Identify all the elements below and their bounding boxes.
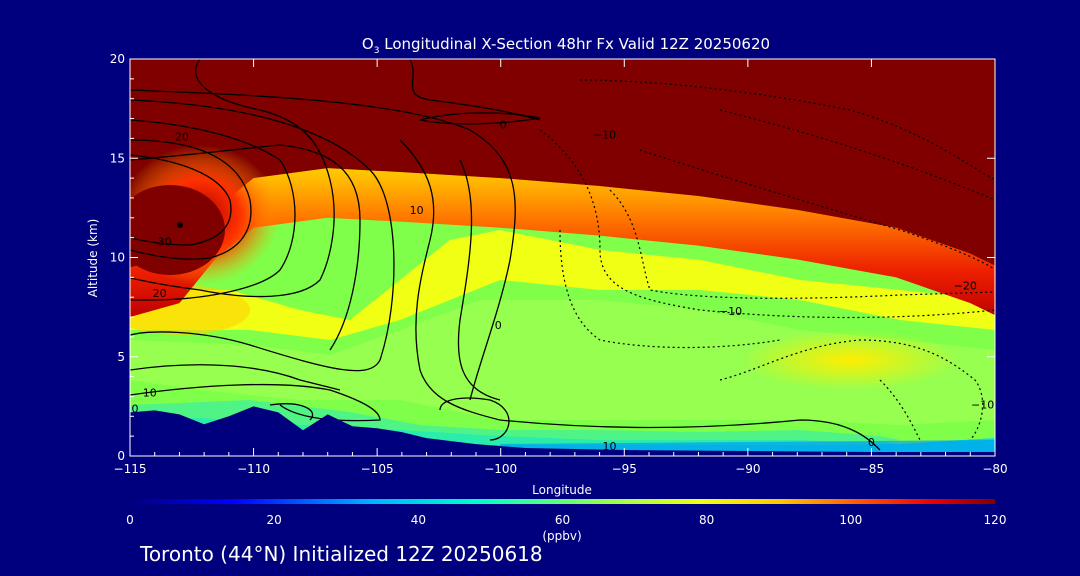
contour-line	[879, 379, 921, 441]
terrain	[130, 406, 995, 456]
y-tick-label: 15	[110, 151, 125, 165]
contour-label: 20	[153, 287, 167, 300]
contour-line	[130, 119, 296, 301]
contour-line	[639, 149, 995, 271]
contour-label: −20	[954, 279, 977, 292]
colorbar-tick-label: 0	[126, 513, 134, 527]
tropopause-band	[130, 162, 995, 318]
fold-core	[130, 185, 225, 275]
contour-line	[130, 154, 232, 246]
contour-label: −10	[719, 305, 742, 318]
colorbar-ticks: 0 20 40 60 80 100 120	[126, 513, 1006, 527]
colorbar-unit: (ppbv)	[542, 529, 581, 543]
yellow-blob-east	[740, 330, 960, 390]
x-tick-label: −105	[361, 462, 394, 476]
colorbar-tick-label: 20	[267, 513, 282, 527]
x-tick-label: −115	[114, 462, 147, 476]
x-tick-label: −80	[982, 462, 1007, 476]
colorbar	[130, 499, 995, 504]
x-tick-label: −85	[859, 462, 884, 476]
chart-title-subscript: 3	[374, 46, 380, 56]
footer-caption: Toronto (44°N) Initialized 12Z 20250618	[139, 542, 543, 566]
contour-label: 30	[158, 236, 172, 249]
x-tick-label: −95	[612, 462, 637, 476]
dashed-contours	[539, 79, 995, 441]
colorbar-tick-label: 120	[984, 513, 1007, 527]
contour-line	[579, 79, 995, 181]
contour-label: 0	[868, 436, 875, 449]
plot-area: 20 30 20 10 0 10 0 −10 0 −10 −20 −10 10 0	[130, 59, 995, 456]
contour-line	[559, 229, 781, 349]
chart-title-prefix: O	[362, 35, 374, 53]
contour-line	[269, 403, 314, 421]
contour-line	[439, 397, 510, 441]
light-green-layer	[130, 300, 995, 425]
contour-label: 20	[175, 130, 189, 143]
colorbar-tick-label: 40	[411, 513, 426, 527]
y-tick-label: 5	[117, 350, 125, 364]
contour-line	[130, 99, 395, 372]
contour-line	[130, 144, 361, 351]
chart-title: O3 Longitudinal X-Section 48hr Fx Valid …	[362, 35, 770, 56]
y-axis: 0 5 10 15 20	[110, 52, 995, 463]
contour-label: 10	[410, 204, 424, 217]
colorbar-tick-label: 60	[555, 513, 570, 527]
colorbar-tick-label: 80	[699, 513, 714, 527]
y-tick-label: 10	[110, 251, 125, 265]
contour-line	[609, 189, 995, 299]
x-tick-label: −100	[484, 462, 517, 476]
contour-line	[457, 159, 501, 401]
contour-line	[409, 59, 541, 121]
y-tick-label: 0	[117, 449, 125, 463]
fold-marker	[177, 222, 183, 228]
colorbar-tick-label: 100	[839, 513, 862, 527]
chart-title-rest: Longitudinal X-Section 48hr Fx Valid 12Z…	[379, 35, 770, 53]
yellow-layer	[130, 230, 995, 340]
contour-line	[399, 139, 881, 451]
contour-label: 0	[500, 118, 507, 131]
x-axis: −115 −110 −105 −100 −95 −90 −85 −80	[114, 59, 1008, 476]
contour-line	[130, 139, 252, 260]
y-axis-label: Altitude (km)	[86, 219, 100, 298]
contour-label: 10	[143, 386, 157, 399]
contour-line	[130, 89, 516, 401]
contour-label: 10	[602, 440, 616, 453]
contour-line	[130, 59, 335, 298]
x-tick-label: −110	[237, 462, 270, 476]
contour-line	[130, 364, 341, 391]
contour-label: −10	[593, 128, 616, 141]
solid-contours	[130, 59, 881, 451]
x-axis-label: Longitude	[532, 483, 592, 497]
y-tick-label: 20	[110, 52, 125, 66]
contour-line	[539, 129, 995, 319]
contour-label: −10	[971, 398, 994, 411]
x-tick-label: −90	[735, 462, 760, 476]
contour-label: 0	[131, 402, 138, 415]
contour-label: 0	[495, 319, 502, 332]
contour-line	[719, 339, 984, 441]
stratosphere-region	[130, 59, 995, 268]
